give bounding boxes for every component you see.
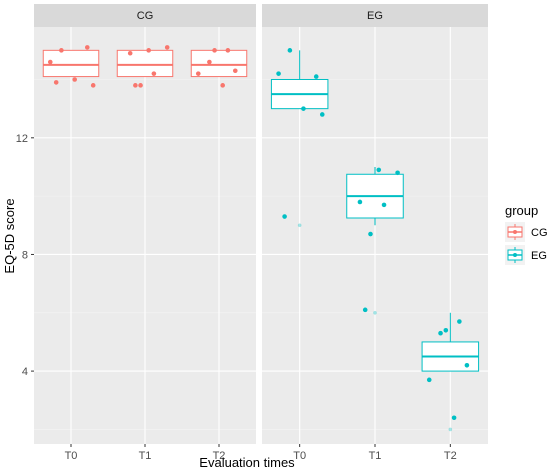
data-point	[138, 83, 143, 88]
data-point	[464, 362, 470, 368]
data-point	[232, 68, 238, 74]
data-point	[220, 83, 225, 88]
data-point	[207, 59, 212, 65]
gridlines-cg	[34, 27, 256, 444]
data-point	[53, 80, 59, 85]
y-axis-title: EQ-5D score	[2, 198, 17, 273]
data-point	[195, 71, 201, 76]
box-cg-t1	[116, 49, 174, 78]
legend-key-point	[513, 253, 517, 257]
marks-eg	[270, 48, 480, 432]
data-point	[438, 330, 443, 336]
data-point	[368, 231, 373, 237]
data-point	[47, 59, 53, 65]
box-cg-t0	[42, 49, 100, 78]
strip-background-cg	[34, 4, 256, 27]
data-point	[146, 48, 151, 53]
legend-keys: CG EG	[505, 222, 548, 265]
outlier-point	[373, 310, 377, 315]
x-axis: T0 T1 T2 T0 T1 T2	[65, 444, 457, 462]
facet-panel-cg: CG	[34, 4, 256, 444]
outlier-point	[448, 427, 453, 432]
x-tick-label: T1	[139, 450, 152, 462]
x-tick-label: T2	[444, 450, 457, 462]
strip-background-eg	[262, 4, 488, 27]
legend: group CG EG	[505, 203, 548, 265]
data-point	[84, 45, 90, 50]
box-eg-t0	[270, 50, 329, 228]
data-point	[127, 50, 133, 56]
data-point	[90, 83, 96, 88]
data-point	[362, 307, 368, 313]
facet-strip-label-eg: EG	[367, 10, 383, 22]
marks-cg	[42, 45, 248, 88]
data-point	[457, 319, 462, 324]
facet-strip-label-cg: CG	[137, 10, 154, 22]
x-axis-title: Evaluation times	[199, 455, 295, 470]
data-point	[72, 77, 77, 82]
box-eg-t1	[346, 166, 404, 315]
data-point	[212, 48, 217, 53]
box-body	[190, 49, 248, 78]
box-eg-t2	[421, 312, 480, 432]
y-tick-label: 12	[16, 133, 28, 145]
data-point	[381, 202, 387, 208]
outlier-point	[297, 223, 302, 228]
box-cg-t2	[190, 49, 248, 78]
data-point	[451, 415, 457, 421]
data-point	[287, 48, 293, 53]
x-tick-label: T0	[65, 450, 78, 462]
data-point	[395, 170, 400, 176]
x-tick-label: T2	[213, 450, 226, 462]
data-point	[376, 167, 382, 173]
data-point	[301, 106, 306, 111]
data-point	[443, 327, 449, 333]
legend-key-cg: CG	[505, 222, 548, 242]
data-point	[319, 112, 325, 117]
legend-label-eg: EG	[531, 250, 547, 262]
x-tick-label: T0	[293, 450, 306, 462]
data-point	[151, 71, 157, 76]
x-tick-label: T1	[369, 450, 382, 462]
data-point	[164, 45, 170, 50]
data-point	[133, 83, 138, 88]
data-point	[426, 377, 432, 383]
legend-key-point	[513, 230, 517, 234]
y-tick-label: 4	[22, 366, 28, 378]
legend-title: group	[505, 203, 538, 218]
box-body	[42, 49, 100, 78]
data-point	[357, 199, 363, 205]
data-point	[276, 71, 281, 76]
y-tick-label: 8	[22, 249, 28, 261]
data-point	[59, 48, 64, 53]
data-point	[225, 48, 231, 53]
data-point	[282, 214, 287, 219]
data-point	[313, 74, 319, 79]
y-axis: 4 8 12	[16, 133, 34, 378]
box-body	[116, 49, 174, 78]
legend-key-eg: EG	[505, 245, 547, 265]
legend-label-cg: CG	[531, 227, 548, 239]
facet-panel-eg: EG	[262, 4, 488, 444]
